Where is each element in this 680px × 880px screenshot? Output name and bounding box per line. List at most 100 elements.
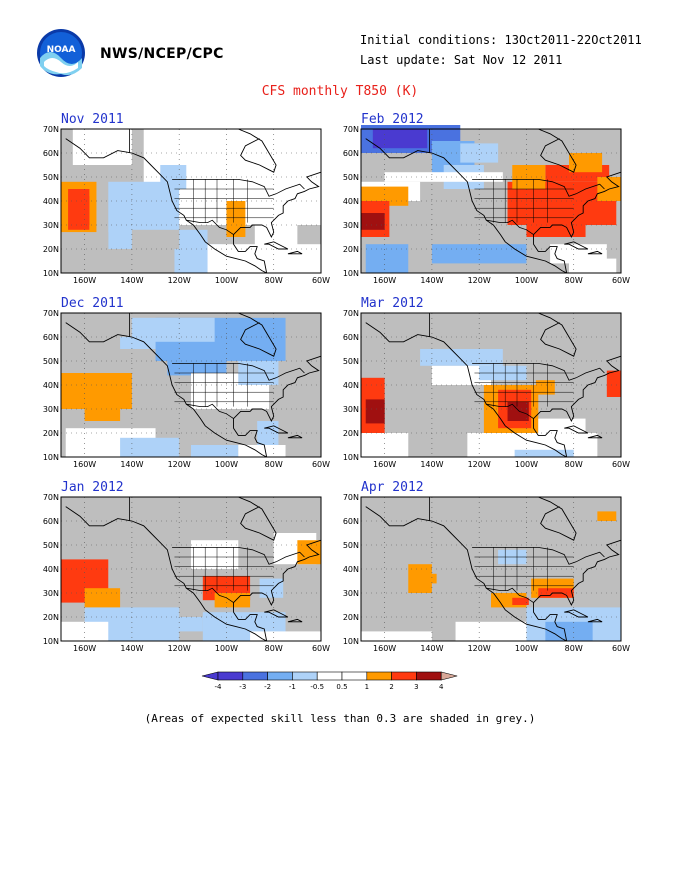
lon-label: 80W xyxy=(265,644,283,653)
shaded-region xyxy=(61,621,109,641)
lon-label: 60W xyxy=(312,460,330,469)
agency-label: NWS/NCEP/CPC xyxy=(100,46,224,62)
legend-swatch xyxy=(242,671,268,681)
lon-label: 120W xyxy=(468,644,491,653)
legend-label: 1 xyxy=(365,683,369,691)
lat-label: 70N xyxy=(343,493,359,502)
lat-label: 50N xyxy=(343,357,359,366)
lat-label: 10N xyxy=(43,637,59,646)
lon-label: 120W xyxy=(468,460,491,469)
map-frame xyxy=(360,128,622,274)
lat-label: 70N xyxy=(343,125,359,134)
map-frame xyxy=(60,128,322,274)
lon-label: 160W xyxy=(373,644,396,653)
lon-label: 80W xyxy=(265,460,283,469)
shaded-region xyxy=(61,232,109,273)
lon-label: 120W xyxy=(168,460,191,469)
legend-swatch xyxy=(217,671,244,681)
lon-label: 160W xyxy=(73,460,96,469)
lon-label: 100W xyxy=(215,276,238,285)
map-grid xyxy=(61,129,321,273)
lat-label: 10N xyxy=(343,269,359,278)
panel-title: Apr 2012 xyxy=(361,480,424,495)
lat-label: 30N xyxy=(43,589,59,598)
lat-label: 60N xyxy=(43,517,59,526)
shaded-region xyxy=(257,421,279,445)
legend-label: -1 xyxy=(289,683,296,691)
shaded-region xyxy=(535,380,555,395)
shaded-region xyxy=(550,244,607,264)
shaded-region xyxy=(365,399,385,424)
panel-jan-2012: Jan 2012 70N 60N 50N 40N 30N 20N 10N 160W 140W 12… xyxy=(37,480,337,653)
legend-label: 0.5 xyxy=(336,683,347,691)
lon-label: 60W xyxy=(612,276,630,285)
lon-label: 140W xyxy=(120,276,143,285)
lat-label: 30N xyxy=(343,221,359,230)
lon-label: 120W xyxy=(168,276,191,285)
legend-label: -2 xyxy=(264,683,271,691)
lat-label: 30N xyxy=(343,405,359,414)
borders xyxy=(129,497,305,603)
shaded-region xyxy=(455,621,527,641)
shaded-region xyxy=(84,588,121,610)
shaded-region xyxy=(545,621,593,641)
legend-swatch xyxy=(416,671,442,681)
lat-label: 20N xyxy=(343,613,359,622)
lon-label: 80W xyxy=(265,276,283,285)
map-field xyxy=(361,125,621,273)
map-dec-2011: 70N 60N 50N 40N 30N 20N 10N 160W 140W 120W 100W 80W… xyxy=(43,309,330,469)
map-frame xyxy=(60,312,322,458)
map-frame xyxy=(360,496,622,642)
legend-swatch xyxy=(341,671,368,681)
shaded-region xyxy=(238,445,286,457)
coastlines xyxy=(65,312,322,458)
shaded-region xyxy=(431,365,491,385)
legend-swatch xyxy=(267,671,293,681)
legend-label: -0.5 xyxy=(310,683,324,691)
lat-label: 60N xyxy=(343,333,359,342)
lat-label: 70N xyxy=(343,309,359,318)
panel-feb-2012: Feb 2012 70N 60N 50N 40N 30N 20N 10N 160W 140W 12… xyxy=(337,112,637,285)
lon-label: 140W xyxy=(420,460,443,469)
legend-label: 3 xyxy=(414,683,418,691)
legend-label: 2 xyxy=(389,683,393,691)
lon-label: 140W xyxy=(120,460,143,469)
lat-label: 70N xyxy=(43,125,59,134)
legend-swatch xyxy=(391,671,417,681)
shaded-region xyxy=(372,129,428,149)
map-mar-2012: 70N 60N 50N 40N 30N 20N 10N 160W 140W 120W 100W 80W… xyxy=(343,309,630,469)
lat-label: 10N xyxy=(343,453,359,462)
map-apr-2012: 70N 60N 50N 40N 30N 20N 10N 160W 140W 120W 100W 80W… xyxy=(343,493,630,653)
lat-label: 20N xyxy=(43,613,59,622)
lon-label: 140W xyxy=(420,644,443,653)
panel-title: Mar 2012 xyxy=(361,296,424,311)
lat-label: 20N xyxy=(43,429,59,438)
shaded-region xyxy=(120,337,156,349)
coastlines xyxy=(365,496,622,642)
map-grid xyxy=(61,313,321,457)
map-grid xyxy=(61,497,321,641)
lat-label: 50N xyxy=(43,357,59,366)
lat-label: 70N xyxy=(43,493,59,502)
shaded-region xyxy=(365,244,409,273)
borders xyxy=(429,313,605,419)
lat-label: 20N xyxy=(43,245,59,254)
shaded-region xyxy=(120,437,180,457)
lat-label: 70N xyxy=(43,309,59,318)
shaded-region xyxy=(420,349,503,366)
lat-label: 40N xyxy=(343,565,359,574)
shaded-region xyxy=(431,244,527,264)
lat-label: 50N xyxy=(43,541,59,550)
shaded-region xyxy=(361,213,385,230)
panel-apr-2012: Apr 2012 70N 60N 50N 40N 30N 20N 10N 160W 140W 12… xyxy=(337,480,637,653)
shaded-region xyxy=(606,370,621,397)
shaded-region xyxy=(569,153,603,173)
initial-conditions: Initial conditions: 13Oct2011-22Oct2011 xyxy=(360,33,642,47)
coastlines xyxy=(65,496,322,642)
lat-label: 30N xyxy=(343,589,359,598)
map-frame xyxy=(60,496,322,642)
lat-label: 60N xyxy=(43,149,59,158)
lat-label: 20N xyxy=(343,429,359,438)
lon-label: 100W xyxy=(515,460,538,469)
legend-label: -4 xyxy=(215,683,223,691)
